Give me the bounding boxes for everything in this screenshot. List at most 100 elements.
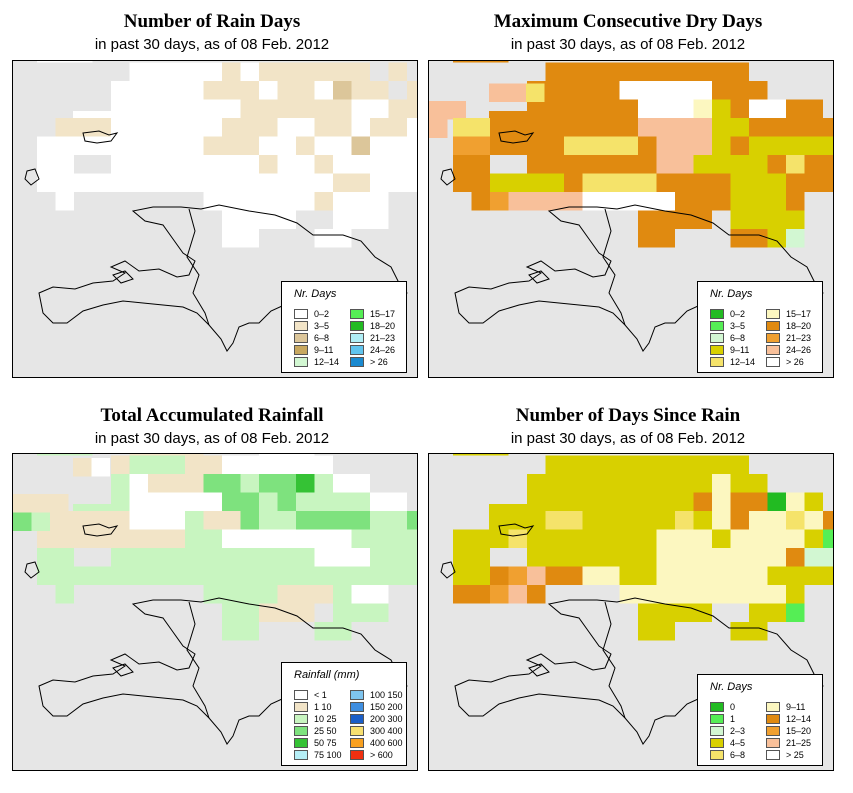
legend-label: 9–11 xyxy=(730,344,750,355)
land-cell xyxy=(203,566,222,585)
data-cell xyxy=(429,119,448,138)
land-cell xyxy=(656,474,675,493)
land-cell xyxy=(185,548,204,567)
data-cell xyxy=(259,454,278,456)
land-cell xyxy=(222,585,241,604)
island-outline xyxy=(498,523,535,537)
legend-label: 18–20 xyxy=(786,320,812,331)
land-cell xyxy=(638,62,657,81)
land-cell xyxy=(804,529,823,548)
legend-swatch xyxy=(294,308,308,319)
data-cell xyxy=(447,101,466,120)
legend-swatch xyxy=(766,308,780,319)
land-cell xyxy=(148,136,167,155)
land-cell xyxy=(351,603,370,622)
legend-swatch xyxy=(710,737,724,748)
data-cell xyxy=(296,136,315,155)
data-cell xyxy=(656,99,675,118)
legend: Nr. Days 0–2 3–5 6–8 9–11 12–14 15–17 18–20 21–2… xyxy=(697,281,823,373)
land-cell xyxy=(527,155,546,174)
data-cell xyxy=(712,492,731,511)
land-cell xyxy=(129,173,148,192)
legend-label: 400 600 xyxy=(370,737,403,748)
data-cell xyxy=(545,173,564,192)
land-cell xyxy=(185,62,204,81)
land-cell xyxy=(526,129,545,148)
land-cell xyxy=(314,566,333,585)
land-cell xyxy=(333,492,352,511)
land-cell xyxy=(351,118,370,137)
data-cell xyxy=(767,229,786,248)
land-cell xyxy=(804,173,823,192)
legend-label: 12–14 xyxy=(314,356,340,367)
legend-swatch xyxy=(350,701,364,712)
data-cell xyxy=(314,455,333,474)
legend-title: Nr. Days xyxy=(710,288,753,300)
land-cell xyxy=(693,455,712,474)
land-cell xyxy=(712,62,731,81)
data-cell xyxy=(730,566,749,585)
legend-swatch xyxy=(710,725,724,736)
land-cell xyxy=(730,62,749,81)
data-cell xyxy=(749,210,768,229)
land-cell xyxy=(111,566,130,585)
panel-2-map[interactable]: Nr. Days 0–2 3–5 6–8 9–11 12–14 15–17 18–20 21–2… xyxy=(428,60,834,378)
data-cell xyxy=(222,62,241,81)
data-cell xyxy=(712,136,731,155)
legend-label: 9–11 xyxy=(314,344,334,355)
data-cell xyxy=(277,81,296,100)
data-cell xyxy=(507,83,526,102)
land-cell xyxy=(166,173,185,192)
data-cell xyxy=(749,173,768,192)
data-cell xyxy=(314,99,333,118)
legend-item: 50 75 xyxy=(294,737,337,748)
land-cell xyxy=(240,548,259,567)
land-cell xyxy=(675,62,694,81)
land-cell xyxy=(55,173,74,192)
land-cell xyxy=(277,155,296,174)
data-cell xyxy=(656,192,675,211)
data-cell xyxy=(148,454,167,456)
land-cell xyxy=(92,566,111,585)
land-cell xyxy=(582,99,601,118)
land-cell xyxy=(749,474,768,493)
land-cell xyxy=(545,62,564,81)
data-cell xyxy=(314,62,333,81)
panel-1-map[interactable]: Nr. Days 0–2 3–5 6–8 9–11 12–14 15–17 18–20 21–2… xyxy=(12,60,418,378)
data-cell xyxy=(314,155,333,174)
data-cell xyxy=(333,81,352,100)
legend-item: 3–5 xyxy=(294,320,329,331)
legend-label: 24–26 xyxy=(370,344,396,355)
data-cell xyxy=(296,81,315,100)
data-cell xyxy=(92,511,111,530)
data-cell xyxy=(730,155,749,174)
land-cell xyxy=(37,566,56,585)
data-cell xyxy=(370,585,389,604)
legend-item: 25 50 xyxy=(294,725,337,736)
land-cell xyxy=(129,99,148,118)
data-cell xyxy=(730,81,749,100)
data-cell xyxy=(240,118,259,137)
land-cell xyxy=(675,455,694,474)
map-canvas xyxy=(13,454,417,745)
land-cell xyxy=(545,455,564,474)
legend-label: > 26 xyxy=(786,356,804,367)
data-cell xyxy=(767,548,786,567)
legend-item: 15–20 xyxy=(766,725,811,736)
land-cell xyxy=(656,173,675,192)
legend-item: 18–20 xyxy=(766,320,811,331)
legend-label: 21–25 xyxy=(786,737,812,748)
legend-swatch xyxy=(350,332,364,343)
panel-4-map[interactable]: Nr. Days 0 1 2–3 4–5 6–8 9–11 12–14 15–20 21–25 > … xyxy=(428,453,834,771)
land-cell xyxy=(148,62,167,81)
land-cell xyxy=(166,99,185,118)
land-cell xyxy=(656,603,675,622)
data-cell xyxy=(656,585,675,604)
data-cell xyxy=(453,118,472,137)
land-cell xyxy=(638,136,657,155)
land-cell xyxy=(453,61,472,63)
data-cell xyxy=(74,511,93,530)
land-cell xyxy=(166,136,185,155)
land-cell xyxy=(222,622,241,641)
